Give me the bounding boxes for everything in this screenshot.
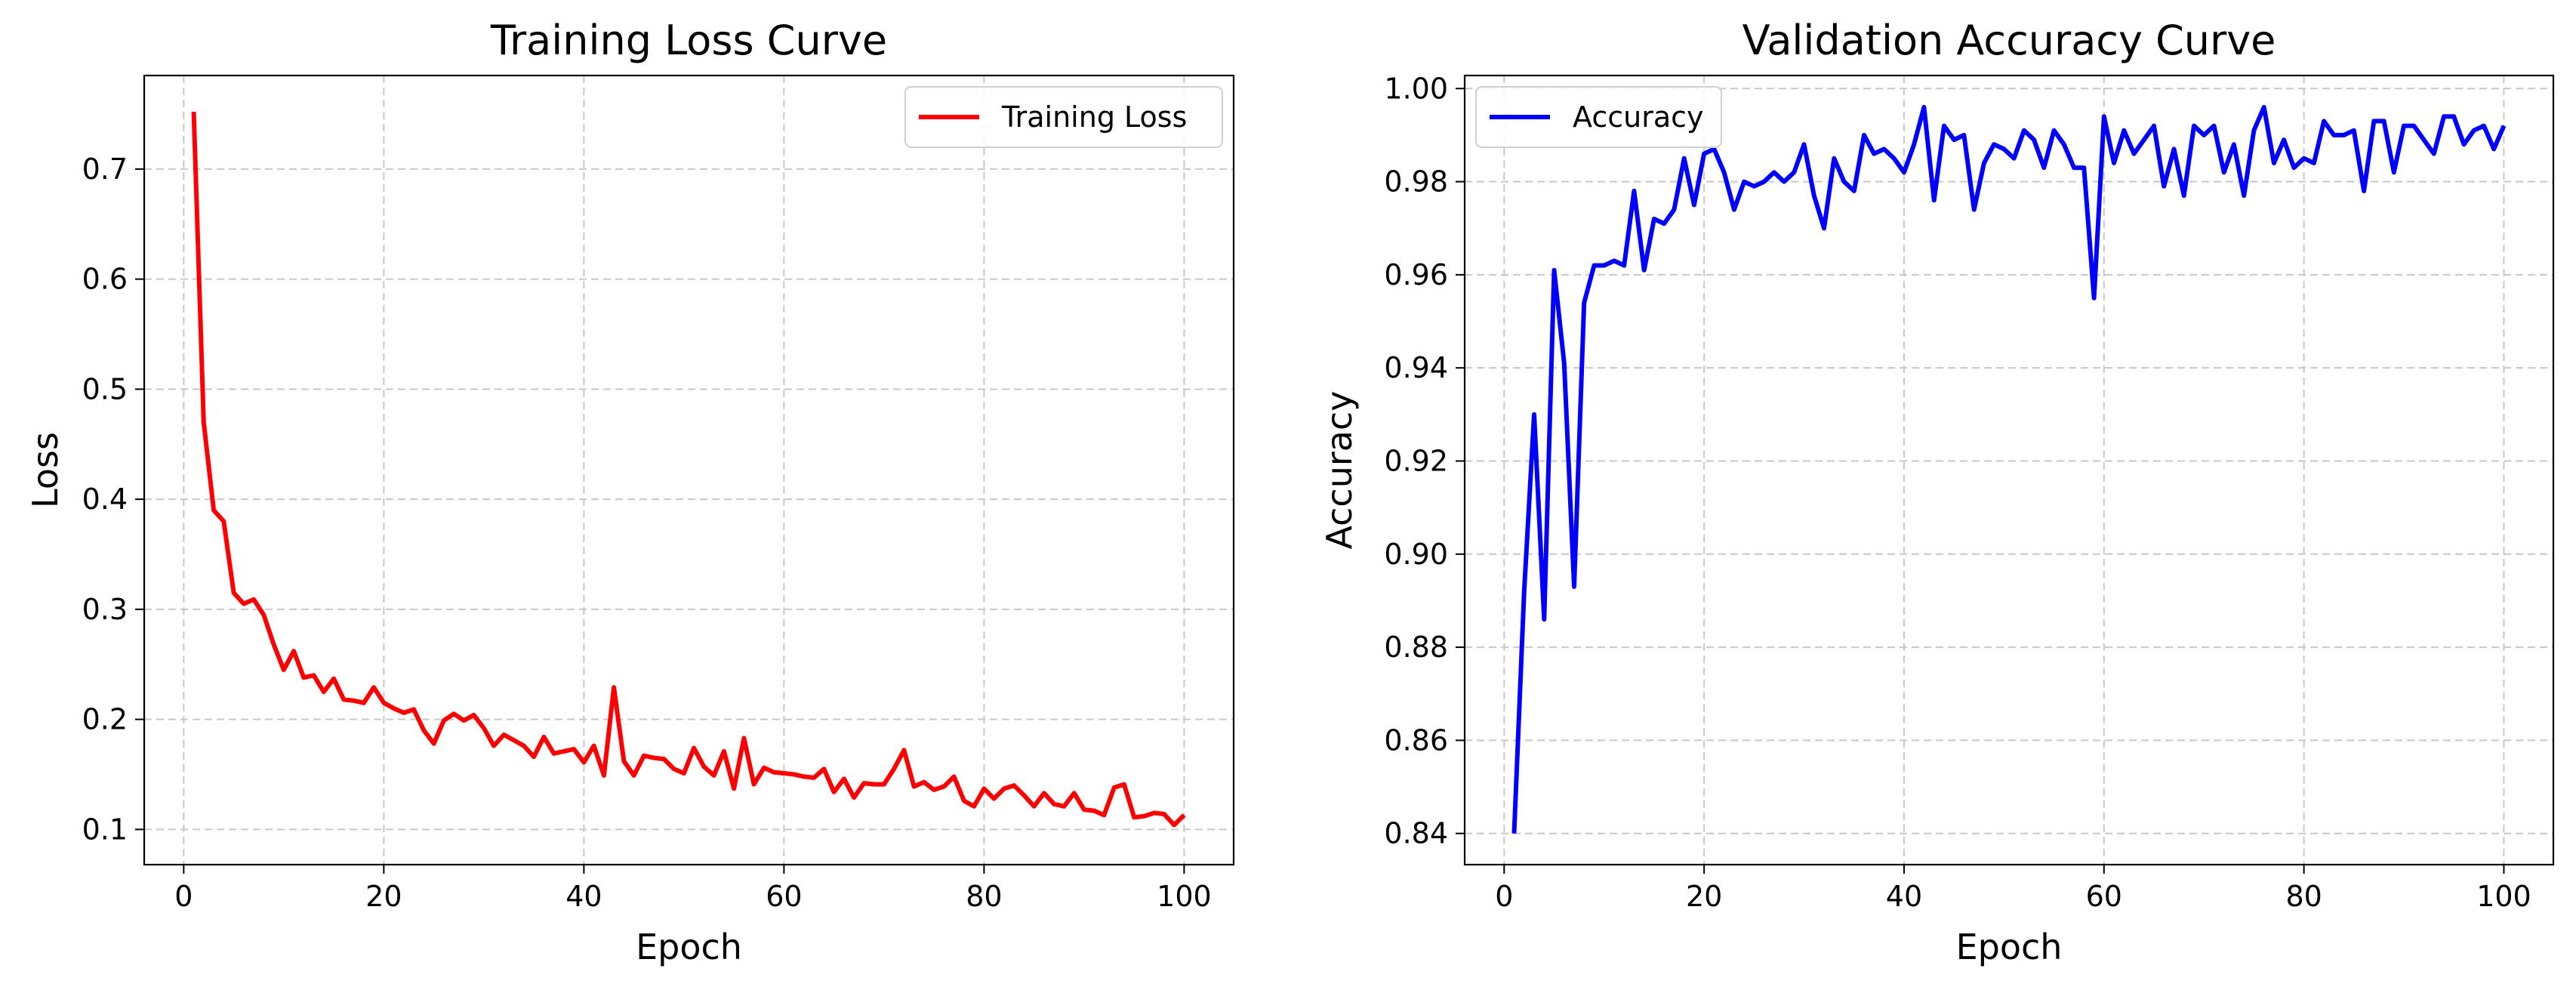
x-tick-label: 100 <box>1157 880 1212 913</box>
legend-box <box>904 86 1223 148</box>
x-tick-label: 60 <box>766 880 802 913</box>
training-loss-chart: Training Loss Curve 0 20 40 60 80 100 0.10.20… <box>25 17 1235 967</box>
x-tick-label: 40 <box>1886 880 1922 913</box>
x-tick-label: 60 <box>2086 880 2122 913</box>
y-tick-label: 0.84 <box>1384 817 1448 850</box>
y-tick-label: 0.2 <box>82 703 128 736</box>
y-tick-label: 0.98 <box>1384 165 1448 199</box>
grid <box>144 76 1234 865</box>
x-tick-label: 0 <box>1495 880 1513 913</box>
y-tick-label: 0.1 <box>82 813 128 846</box>
y-tick-label: 0.6 <box>82 263 128 296</box>
y-tick-label: 0.86 <box>1384 723 1448 757</box>
x-tick-label: 20 <box>365 880 402 913</box>
legend-label: Training Loss <box>1001 100 1187 134</box>
y-tick-label: 0.96 <box>1384 258 1448 291</box>
series-line <box>191 112 1186 828</box>
plot-frame <box>143 74 1235 866</box>
plot-lines <box>1511 104 2507 834</box>
x-tick-label: 80 <box>966 880 1002 913</box>
y-axis-label: Accuracy <box>1319 390 1360 549</box>
x-axis-ticks: 0 20 40 60 80 100 <box>1495 865 2531 913</box>
y-axis-label: Loss <box>25 432 66 508</box>
y-tick-label: 0.5 <box>82 372 128 406</box>
y-tick-label: 0.3 <box>82 593 128 626</box>
x-tick-label: 0 <box>174 880 193 913</box>
grid <box>1465 76 2553 865</box>
y-tick-label: 0.94 <box>1384 351 1448 384</box>
chart-title: Training Loss Curve <box>490 17 887 64</box>
y-tick-label: 0.92 <box>1384 444 1448 477</box>
x-axis-label: Epoch <box>636 927 742 967</box>
x-tick-label: 20 <box>1686 880 1722 913</box>
x-axis-label: Epoch <box>1956 927 2063 967</box>
plot-frame <box>1463 74 2555 866</box>
y-tick-label: 0.88 <box>1384 631 1448 664</box>
x-tick-label: 40 <box>565 880 602 913</box>
series-line <box>1511 104 2507 834</box>
x-tick-label: 80 <box>2285 880 2322 913</box>
legend: Training Loss <box>904 86 1223 148</box>
y-tick-label: 0.90 <box>1384 538 1448 571</box>
chart-title: Validation Accuracy Curve <box>1742 17 2276 64</box>
y-axis-ticks: 0.1 0.2 0.3 0.4 0.5 0.6 0.7 <box>82 153 144 846</box>
x-tick-label: 100 <box>2476 880 2531 913</box>
x-axis-ticks: 0 20 40 60 80 100 <box>174 865 1212 913</box>
y-tick-label: 0.4 <box>82 483 128 516</box>
y-axis-ticks: 0.84 0.86 0.88 0.90 0.92 0.94 0.96 0.98 1.00 <box>1384 72 1465 850</box>
y-tick-label: 0.7 <box>82 153 128 186</box>
validation-accuracy-chart: Validation Accuracy Curve 0 20 40 60 80 100 0… <box>1319 17 2555 967</box>
plot-lines <box>191 112 1186 828</box>
legend-label: Accuracy <box>1573 100 1704 134</box>
y-tick-label: 1.00 <box>1384 72 1448 105</box>
legend: Accuracy <box>1475 86 1722 148</box>
legend-box <box>1475 86 1722 148</box>
